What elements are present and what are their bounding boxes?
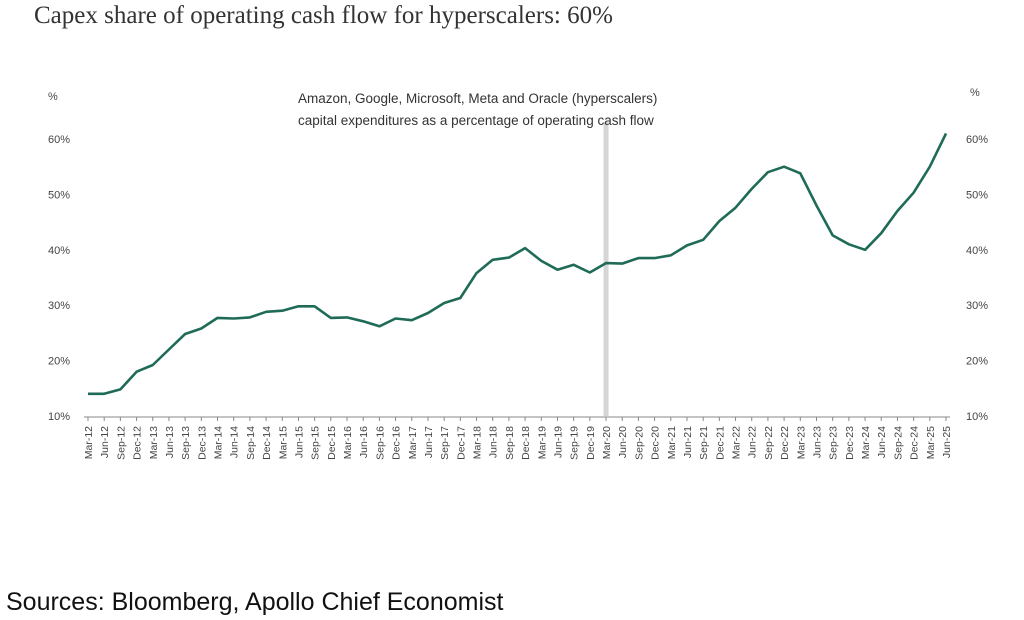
x-tick-label: Sep-21 [698, 426, 710, 460]
x-tick-label: Jun-21 [682, 426, 694, 458]
y-tick-right: 30% [966, 300, 988, 312]
x-tick-label: Sep-13 [180, 426, 192, 460]
x-tick-label: Sep-12 [115, 426, 127, 460]
x-tick-label: Mar-21 [666, 426, 678, 459]
y-axis-label-left: % [48, 91, 58, 103]
x-tick-label: Mar-19 [536, 426, 548, 459]
y-tick-right: 40% [966, 245, 988, 257]
x-tick-label: Jun-14 [229, 426, 241, 458]
y-tick-left: 10% [48, 411, 70, 423]
x-tick-label: Mar-18 [472, 426, 484, 459]
x-tick-label: Jun-13 [164, 426, 176, 458]
x-tick-label: Jun-17 [423, 426, 435, 458]
x-tick-label: Dec-16 [391, 426, 403, 460]
x-tick-label: Mar-12 [83, 426, 95, 459]
x-tick-label: Dec-19 [585, 426, 597, 460]
x-tick-label: Dec-23 [844, 426, 856, 460]
x-tick-label: Dec-18 [520, 426, 532, 460]
x-tick-label: Sep-24 [892, 426, 904, 460]
x-tick-label: Jun-16 [358, 426, 370, 458]
x-tick-label: Jun-22 [747, 426, 759, 458]
x-tick-label: Mar-16 [342, 426, 354, 459]
y-axis-label-right: % [970, 87, 980, 99]
x-tick-label: Mar-15 [277, 426, 289, 459]
x-tick-label: Jun-23 [811, 426, 823, 458]
y-tick-right: 50% [966, 189, 988, 201]
x-tick-label: Sep-19 [569, 426, 581, 460]
source-note: Sources: Bloomberg, Apollo Chief Economi… [6, 588, 504, 616]
y-tick-right: 10% [966, 411, 988, 423]
y-tick-left: 50% [48, 189, 70, 201]
y-tick-right: 60% [966, 134, 988, 146]
x-tick-label: Sep-23 [828, 426, 840, 460]
x-tick-label: Sep-17 [439, 426, 451, 460]
x-tick-label: Mar-13 [148, 426, 160, 459]
x-tick-label: Sep-16 [374, 426, 386, 460]
y-tick-left: 60% [48, 134, 70, 146]
x-tick-label: Dec-13 [196, 426, 208, 460]
x-tick-label: Jun-20 [617, 426, 629, 458]
y-tick-left: 40% [48, 245, 70, 257]
x-tick-label: Dec-15 [326, 426, 338, 460]
series-line [88, 132, 948, 396]
x-tick-label: Sep-20 [633, 426, 645, 460]
page-title: Capex share of operating cash flow for h… [34, 2, 613, 29]
x-tick-label: Mar-17 [407, 426, 419, 459]
x-tick-label: Sep-22 [763, 426, 775, 460]
x-tick-label: Mar-25 [925, 426, 937, 459]
x-tick-label: Dec-20 [650, 426, 662, 460]
y-tick-right: 20% [966, 356, 988, 368]
x-tick-label: Jun-12 [99, 426, 111, 458]
x-tick-label: Dec-21 [714, 426, 726, 460]
x-tick-label: Jun-19 [552, 426, 564, 458]
x-tick-label: Jun-15 [293, 426, 305, 458]
x-tick-label: Dec-24 [909, 426, 921, 460]
x-tick-label: Jun-24 [876, 426, 888, 458]
annotation-line-2: capital expenditures as a percentage of … [298, 113, 654, 128]
x-tick-label: Dec-14 [261, 426, 273, 460]
annotation-line-1: Amazon, Google, Microsoft, Meta and Orac… [298, 91, 657, 106]
x-tick-label: Mar-24 [860, 426, 872, 459]
x-tick-label: Mar-22 [731, 426, 743, 459]
x-tick-label: Dec-22 [779, 426, 791, 460]
y-tick-left: 20% [48, 356, 70, 368]
x-tick-label: Dec-12 [132, 426, 144, 460]
x-tick-label: Sep-18 [504, 426, 516, 460]
x-tick-label: Mar-14 [213, 426, 225, 459]
x-tick-label: Jun-18 [488, 426, 500, 458]
x-tick-label: Mar-20 [601, 426, 613, 459]
x-tick-label: Sep-14 [245, 426, 257, 460]
x-tick-label: Jun-25 [941, 426, 953, 458]
y-tick-left: 30% [48, 300, 70, 312]
x-tick-label: Dec-17 [455, 426, 467, 460]
x-tick-label: Sep-15 [310, 426, 322, 460]
x-tick-label: Mar-23 [795, 426, 807, 459]
